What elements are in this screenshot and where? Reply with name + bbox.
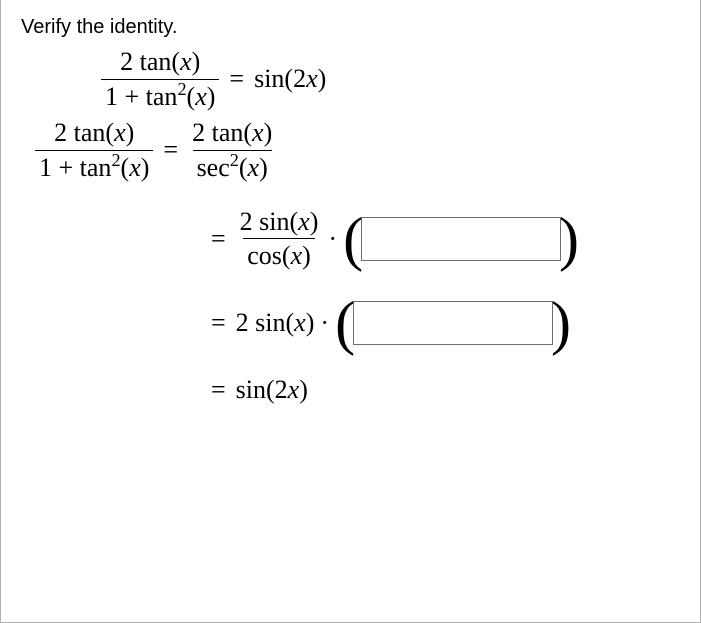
identity-lhs-denominator: 1 + tan2(x) [101,79,219,112]
exponent: 2 [111,150,120,170]
step1-rhs-denominator: sec2(x) [193,150,272,183]
step3-answer-input[interactable] [353,301,553,345]
text: (x) [121,153,150,182]
identity-lhs-numerator: 2 tan(x) [116,47,204,79]
step1-lhs-denominator: 1 + tan2(x) [35,150,153,183]
equals-sign: = [229,64,244,94]
paren-open: ( [343,218,363,260]
text: sec [197,153,230,182]
step2-denominator: cos(x) [243,238,315,271]
step2-numerator: 2 sin(x) [236,207,323,239]
step4-row: = sin(2x) [211,375,680,405]
text: (x) [187,82,216,111]
multiply-dot: · [328,224,337,254]
equals-sign: = [211,224,226,254]
text: 1 + tan [39,153,111,182]
step2-answer-input[interactable] [361,217,561,261]
step1-lhs-numerator: 2 tan(x) [50,118,138,150]
text: 2 tan(x) [54,118,134,147]
equals-sign: = [163,135,178,165]
text: 1 + tan [105,82,177,111]
prompt-text: Verify the identity. [21,16,680,39]
paren-open: ( [335,302,355,344]
text: 2 tan(x) [192,118,272,147]
paren-close: ) [559,218,579,260]
step2-fraction: 2 sin(x) cos(x) [236,207,323,272]
equals-sign: = [211,308,226,338]
identity-equation: 2 tan(x) 1 + tan2(x) = sin(2x) [101,47,680,112]
exponent: 2 [177,79,186,99]
step1-rhs-fraction: 2 tan(x) sec2(x) [188,118,276,183]
identity-rhs: sin(2x) [254,64,326,94]
question-card: Verify the identity. 2 tan(x) 1 + tan2(x… [0,0,701,623]
equals-sign: = [211,375,226,405]
step3-coefficient: 2 sin(x) [236,308,315,338]
identity-lhs-fraction: 2 tan(x) 1 + tan2(x) [101,47,219,112]
step1-lhs-fraction: 2 tan(x) 1 + tan2(x) [35,118,153,183]
step1-row: 2 tan(x) 1 + tan2(x) = 2 tan(x) sec2(x) [35,118,680,183]
text: 2 tan(x) [120,47,200,76]
text: (x) [239,153,268,182]
paren-close: ) [551,302,571,344]
exponent: 2 [230,150,239,170]
multiply-dot: · [320,308,329,338]
step1-rhs-numerator: 2 tan(x) [188,118,276,150]
step4-result: sin(2x) [236,375,308,405]
step3-row: = 2 sin(x) · ( ) [211,301,680,345]
step2-row: = 2 sin(x) cos(x) · ( ) [211,207,680,272]
